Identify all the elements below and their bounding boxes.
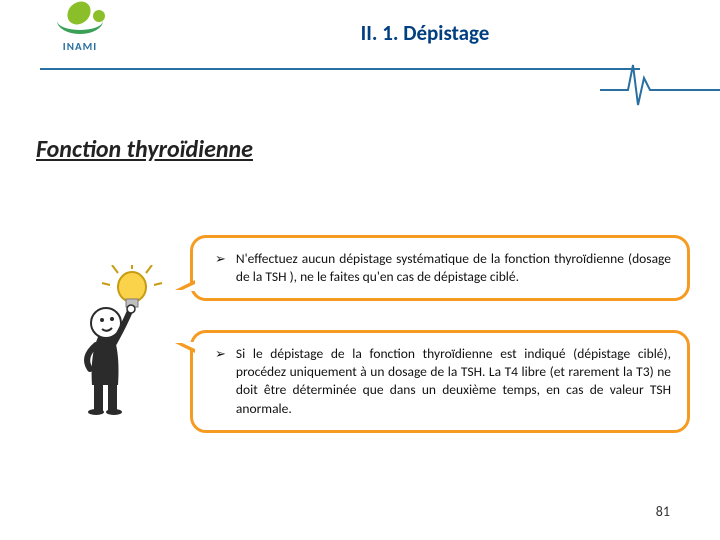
logo-leaf-icon [65,0,93,26]
page-title: II. 1. Dépistage [190,20,660,46]
section-subtitle: Fonction thyroïdienne [36,135,253,164]
callout-tail-icon [175,280,195,290]
callout-2: ➢ Si le dépistage de la fonction thyroïd… [190,330,690,433]
slide: INAMI II. 1. Dépistage Fonction thyroïdi… [0,0,720,540]
heartbeat-line-icon [600,50,720,110]
logo-mark [57,6,103,34]
callout-1-text: N'effectuez aucun dépistage systématique… [236,250,671,286]
callout-tail-icon [175,343,195,353]
page-number: 81 [656,503,670,520]
inami-logo: INAMI [40,6,120,66]
callout-2-text: Si le dépistage de la fonction thyroïdie… [236,345,671,418]
bullet-arrow-icon: ➢ [215,252,226,286]
callout-1: ➢ N'effectuez aucun dépistage systématiq… [190,235,690,301]
idea-figure-icon [60,265,170,415]
header: INAMI II. 1. Dépistage [0,0,720,110]
logo-dot-icon [93,10,105,22]
header-rule [40,68,640,70]
bullet-arrow-icon: ➢ [215,347,226,418]
logo-text: INAMI [63,40,97,53]
